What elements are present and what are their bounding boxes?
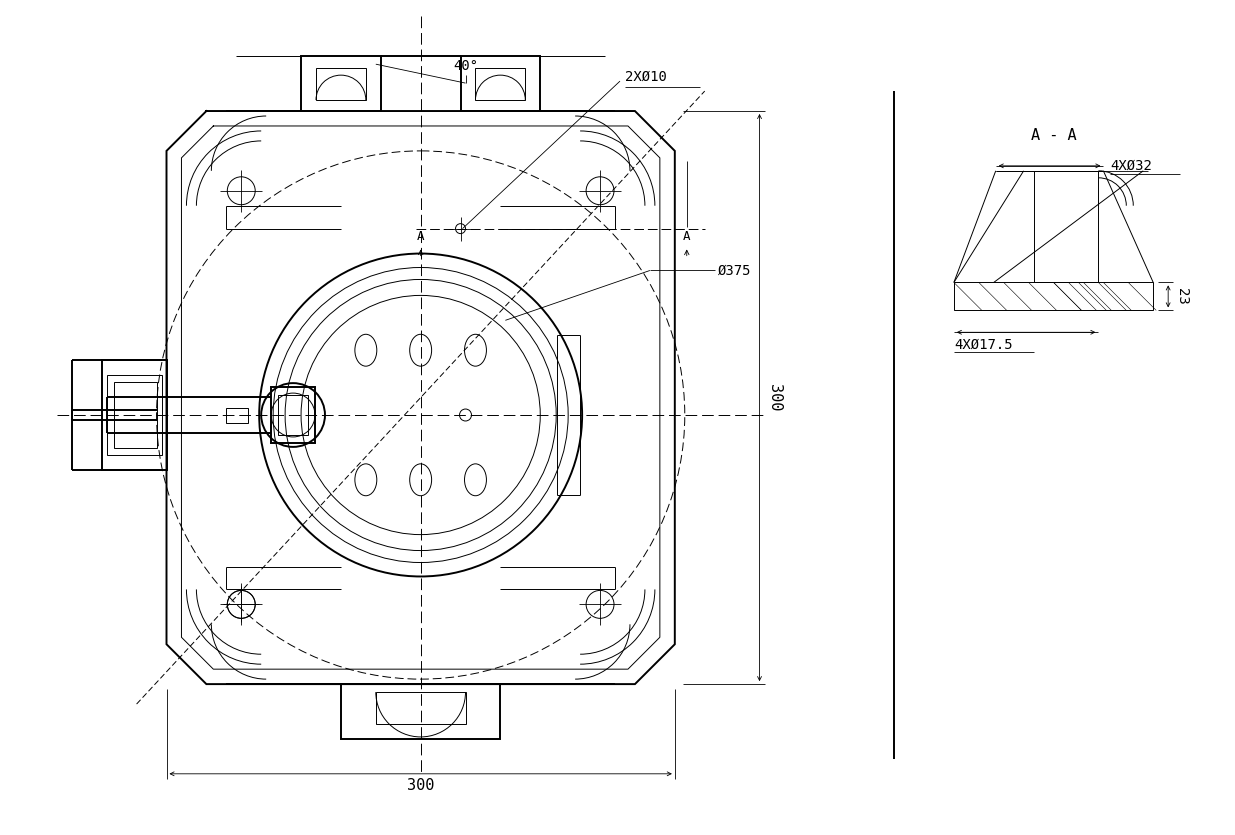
Bar	[475, 68, 525, 100]
Bar	[375, 692, 466, 724]
Bar	[106, 375, 162, 455]
Text: 40°: 40°	[453, 59, 478, 73]
Bar	[316, 68, 366, 100]
Bar	[1034, 171, 1098, 282]
Text: A - A: A - A	[1031, 129, 1077, 144]
Bar	[226, 408, 248, 423]
Text: 2XØ10: 2XØ10	[625, 70, 667, 84]
Text: 4XØ17.5: 4XØ17.5	[953, 337, 1013, 352]
Bar	[341, 684, 500, 739]
Text: A: A	[417, 230, 425, 243]
Bar	[101, 360, 167, 470]
Text: 23: 23	[1176, 288, 1189, 305]
Text: A: A	[683, 230, 690, 243]
Bar	[953, 282, 1153, 311]
Bar	[272, 387, 315, 443]
Bar	[114, 382, 157, 448]
Bar	[461, 56, 540, 111]
Bar	[278, 395, 308, 435]
Text: 300: 300	[767, 384, 782, 412]
Text: Ø375: Ø375	[718, 264, 751, 277]
Bar	[301, 56, 380, 111]
Text: 300: 300	[408, 778, 435, 793]
Text: 4XØ32: 4XØ32	[1110, 159, 1152, 173]
